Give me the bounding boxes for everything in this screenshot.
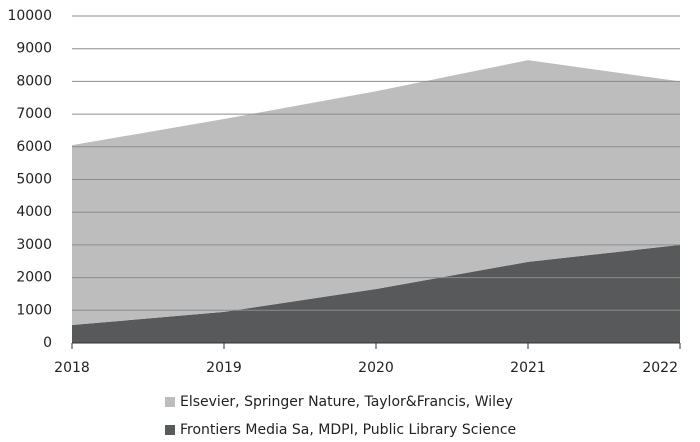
y-tick-label: 1000 <box>16 302 52 318</box>
legend-label: Elsevier, Springer Nature, Taylor&Franci… <box>180 394 513 410</box>
legend-label: Frontiers Media Sa, MDPI, Public Library… <box>180 422 516 438</box>
y-tick-label: 4000 <box>16 204 52 220</box>
y-tick-label: 5000 <box>16 172 52 188</box>
y-tick-label: 10000 <box>7 8 52 24</box>
area <box>72 244 680 343</box>
legend-swatch <box>165 397 175 407</box>
y-tick-label: 6000 <box>16 139 52 155</box>
y-tick-label: 3000 <box>16 237 52 253</box>
x-tick-label: 2019 <box>206 360 242 376</box>
y-tick-label: 9000 <box>16 41 52 57</box>
area <box>72 60 680 326</box>
y-tick-label: 0 <box>43 335 52 351</box>
x-tick-label: 2020 <box>358 360 394 376</box>
x-tick-label: 2018 <box>54 360 90 376</box>
y-tick-label: 2000 <box>16 270 52 286</box>
x-tick-label: 2021 <box>510 360 546 376</box>
y-tick-label: 8000 <box>16 73 52 89</box>
y-tick-label: 7000 <box>16 106 52 122</box>
x-tick-label: 2022 <box>642 360 678 376</box>
legend-swatch <box>165 425 175 435</box>
